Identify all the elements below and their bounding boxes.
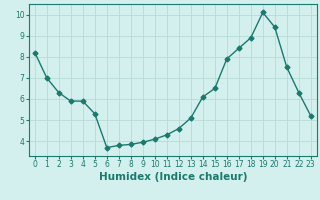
X-axis label: Humidex (Indice chaleur): Humidex (Indice chaleur) <box>99 172 247 182</box>
